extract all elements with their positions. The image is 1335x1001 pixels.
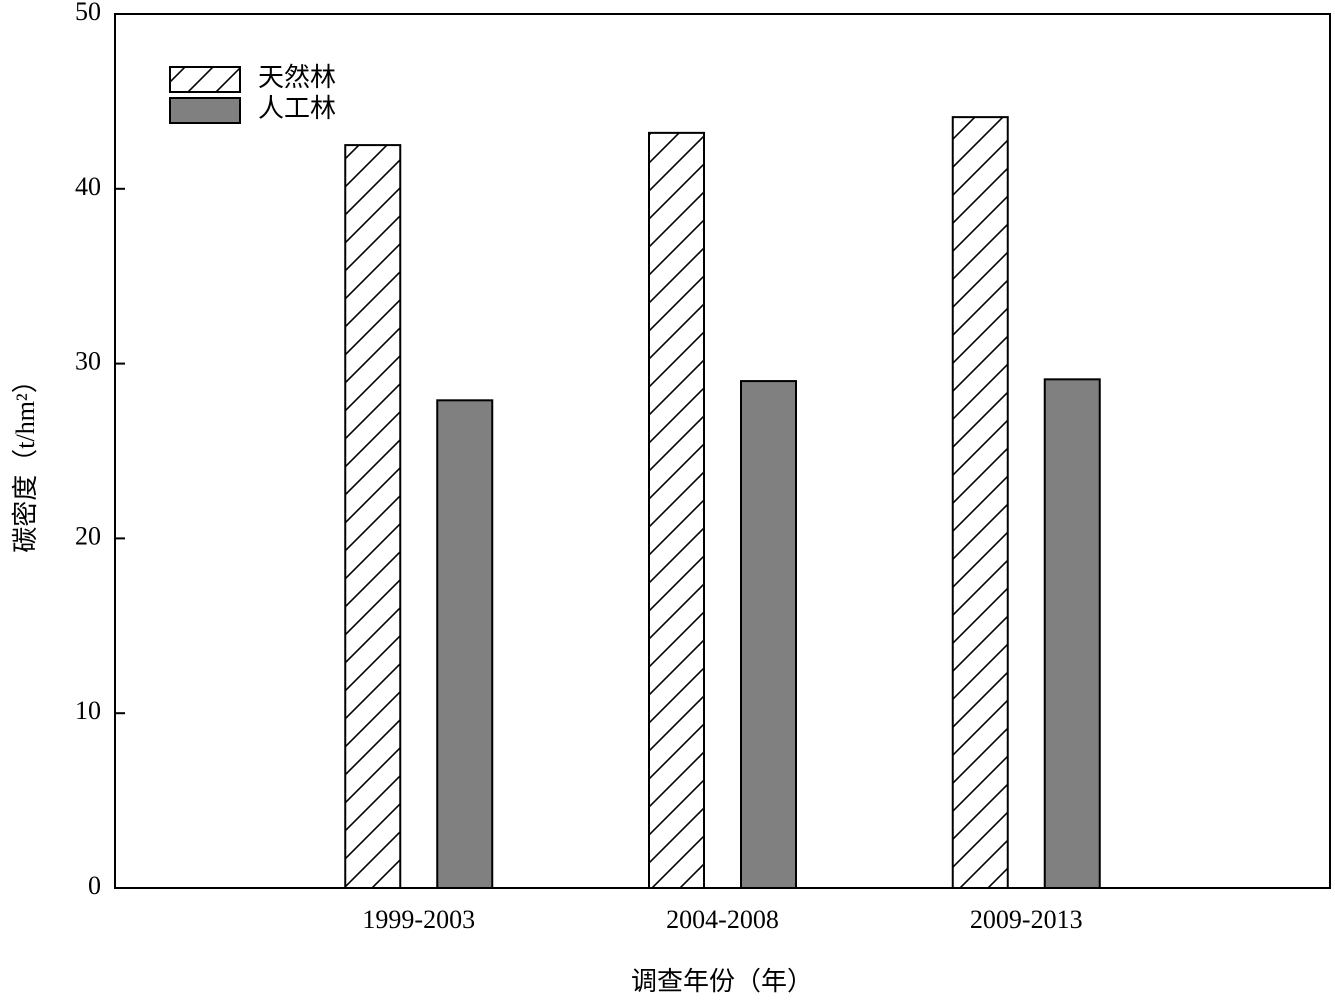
x-axis-title: 调查年份（年） [631, 967, 813, 996]
x-tick-label: 2004-2008 [666, 905, 779, 934]
legend-label: 人工林 [258, 94, 336, 123]
y-axis-title: 碳密度（t/hm²） [11, 367, 40, 552]
legend-label: 天然林 [258, 63, 336, 92]
y-tick-label: 0 [88, 871, 101, 900]
bar [951, 116, 1009, 889]
x-tick-label: 1999-2003 [362, 905, 475, 934]
bar [344, 144, 402, 890]
y-tick-label: 50 [75, 0, 101, 26]
legend-swatch [169, 97, 241, 124]
x-tick-label: 2009-2013 [970, 905, 1083, 934]
plot-frame [114, 13, 1331, 889]
y-tick-label: 30 [75, 347, 101, 376]
y-tick-label: 20 [75, 521, 101, 550]
bar [648, 131, 705, 889]
y-tick-label: 10 [75, 696, 101, 725]
bar [1043, 378, 1101, 889]
bar [436, 399, 494, 889]
legend-swatch [169, 66, 241, 93]
y-tick-label: 40 [75, 172, 101, 201]
bar [740, 380, 797, 889]
